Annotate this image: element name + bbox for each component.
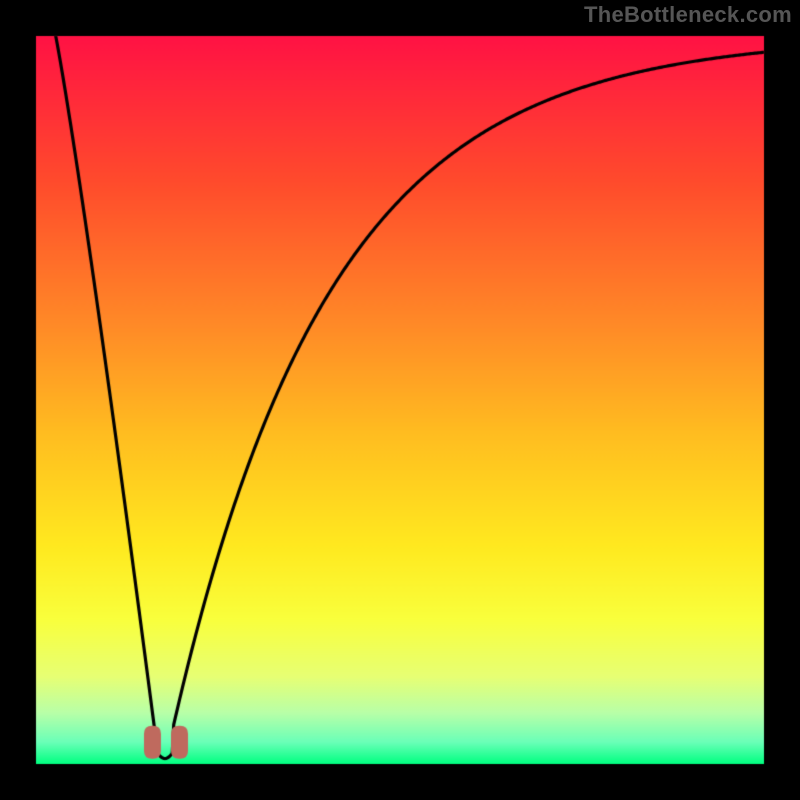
chart-stage: TheBottleneck.com (0, 0, 800, 800)
bottleneck-curve (0, 0, 800, 800)
watermark-text: TheBottleneck.com (584, 2, 792, 28)
